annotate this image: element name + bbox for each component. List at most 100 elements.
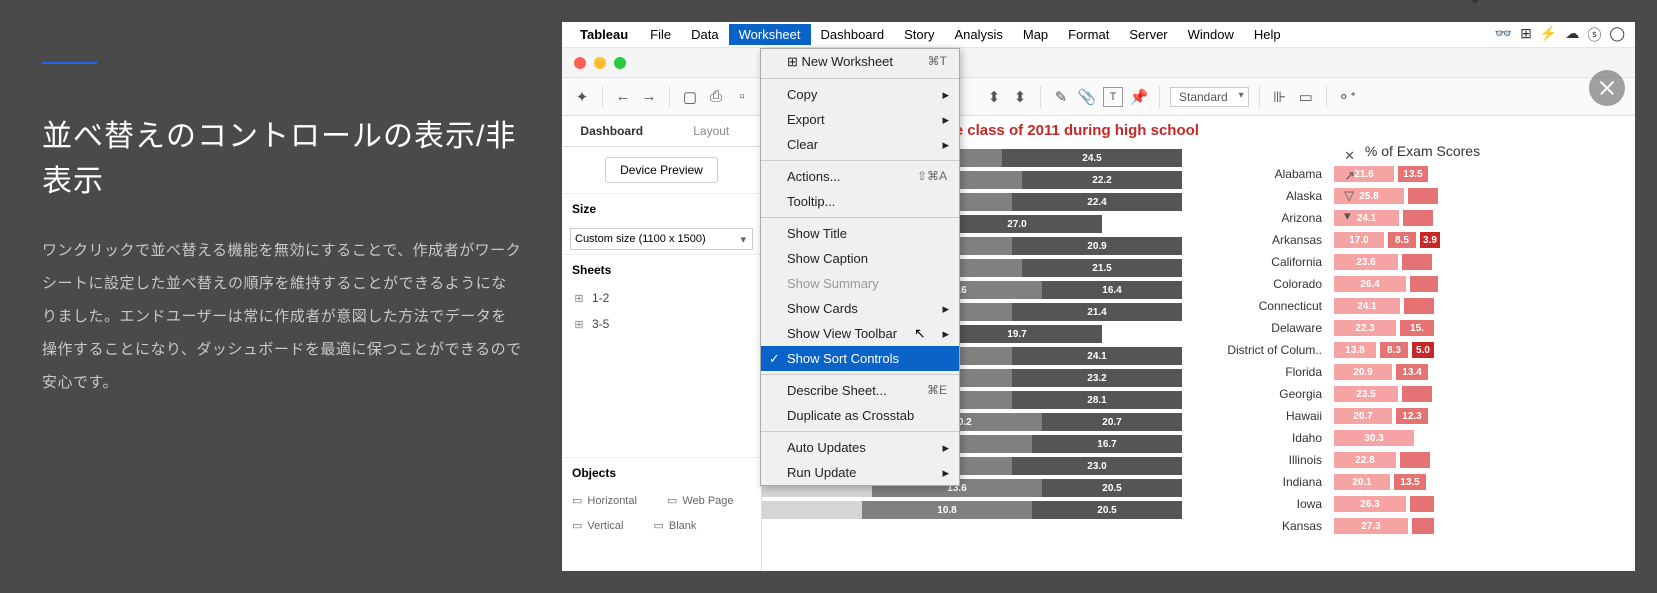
- highlight-icon[interactable]: ✎: [1051, 87, 1071, 107]
- status-icon[interactable]: 👓: [1495, 25, 1512, 45]
- new-icon[interactable]: ▫: [732, 87, 752, 107]
- attach-icon[interactable]: 📎: [1077, 87, 1097, 107]
- sort-desc-icon[interactable]: ⬍: [1010, 87, 1030, 107]
- status-icon[interactable]: ☁: [1565, 25, 1579, 45]
- menu-item-show-cards[interactable]: Show Cards: [761, 296, 959, 321]
- more-icon[interactable]: ▾: [1344, 208, 1355, 224]
- object-vertical[interactable]: ▭Vertical: [572, 519, 623, 532]
- size-selector[interactable]: Custom size (1100 x 1500): [570, 228, 753, 250]
- tab-dashboard[interactable]: Dashboard: [562, 116, 662, 146]
- goto-sheet-icon[interactable]: ↗: [1344, 168, 1355, 184]
- close-button[interactable]: [1589, 70, 1625, 106]
- filter-icon[interactable]: ▽: [1344, 188, 1355, 204]
- score-row: Illinois22.8: [1210, 449, 1635, 471]
- status-icon[interactable]: ⓢ: [1587, 25, 1601, 45]
- cursor-icon: ↖: [914, 325, 926, 342]
- menu-data[interactable]: Data: [681, 24, 728, 45]
- window-titlebar: [562, 48, 1635, 78]
- close-window-icon[interactable]: [574, 57, 586, 69]
- score-row: Colorado26.4: [1210, 273, 1635, 295]
- menubar-status-icons: 👓 ⊞ ⚡ ☁ ⓢ ◯: [1495, 25, 1625, 45]
- score-row: Hawaii20.712.3: [1210, 405, 1635, 427]
- feature-title: 並べ替えのコントロールの表示/非表示: [42, 114, 522, 204]
- tab-layout[interactable]: Layout: [662, 116, 762, 146]
- save-icon[interactable]: ▢: [680, 87, 700, 107]
- menu-item-run-update[interactable]: Run Update: [761, 460, 959, 485]
- data-icon[interactable]: ⎙: [706, 87, 726, 107]
- text-icon[interactable]: T: [1103, 87, 1123, 107]
- menu-item-describe-sheet-[interactable]: Describe Sheet...⌘E: [761, 378, 959, 403]
- fit-dropdown[interactable]: Standard: [1170, 87, 1249, 107]
- score-row: Delaware22.315.: [1210, 317, 1635, 339]
- score-row: Alabama21.613.5: [1210, 163, 1635, 185]
- menu-item-actions-[interactable]: Actions...⇧⌘A: [761, 164, 959, 189]
- menu-item-show-summary: Show Summary: [761, 271, 959, 296]
- menu-analysis[interactable]: Analysis: [944, 24, 1012, 45]
- score-row: Iowa26.3: [1210, 493, 1635, 515]
- view-toolbar-icons: ✕ ↗ ▽ ▾: [1344, 148, 1355, 224]
- menu-item-show-sort-controls[interactable]: Show Sort Controls: [761, 346, 959, 371]
- forward-icon[interactable]: →: [639, 87, 659, 107]
- score-row: Arkansas17.08.53.9: [1210, 229, 1635, 251]
- menu-file[interactable]: File: [640, 24, 681, 45]
- score-row: Connecticut24.1: [1210, 295, 1635, 317]
- score-row: Florida20.913.4: [1210, 361, 1635, 383]
- sheets-section-label: Sheets: [562, 254, 761, 285]
- menu-item-show-title[interactable]: Show Title: [761, 221, 959, 246]
- maximize-window-icon[interactable]: [614, 57, 626, 69]
- menu-item-auto-updates[interactable]: Auto Updates: [761, 435, 959, 460]
- bar-row: 10.820.5: [762, 499, 1202, 521]
- app-screenshot: Tableau FileDataWorksheetDashboardStoryA…: [562, 22, 1635, 571]
- toolbar: ✦ ← → ▢ ⎙ ▫ ⬍ ⬍ ✎ 📎 T 📌 Standard ⊪ ▭ ⚬ᐩ: [562, 78, 1635, 116]
- device-preview-button[interactable]: Device Preview: [605, 157, 718, 183]
- menu-dashboard[interactable]: Dashboard: [811, 24, 895, 45]
- dashboard-sidebar: Dashboard Layout Device Preview Size Cus…: [562, 116, 762, 571]
- status-icon[interactable]: ⊞: [1520, 25, 1532, 45]
- score-row: Indiana20.113.5: [1210, 471, 1635, 493]
- menu-item-clear[interactable]: Clear: [761, 132, 959, 157]
- menu-item-new-worksheet[interactable]: ⊞ New Worksheet⌘T: [761, 49, 959, 75]
- app-name[interactable]: Tableau: [580, 27, 628, 42]
- worksheet-menu-dropdown: ⊞ New Worksheet⌘T CopyExportClear Actions.…: [760, 48, 960, 486]
- menu-item-export[interactable]: Export: [761, 107, 959, 132]
- sheet-item[interactable]: ⊞3-5: [562, 311, 761, 337]
- menu-item-duplicate-as-crosstab[interactable]: Duplicate as Crosstab: [761, 403, 959, 428]
- show-me-icon[interactable]: ⊪: [1270, 87, 1290, 107]
- score-row: Georgia23.5: [1210, 383, 1635, 405]
- close-view-icon[interactable]: ✕: [1344, 148, 1355, 164]
- menu-item-show-caption[interactable]: Show Caption: [761, 246, 959, 271]
- status-icon[interactable]: ⚡: [1540, 25, 1557, 45]
- score-row: California23.6: [1210, 251, 1635, 273]
- sheet-item[interactable]: ⊞1-2: [562, 285, 761, 311]
- score-header: % of Exam Scores: [1210, 143, 1635, 163]
- score-chart-area: % of Exam Scores Alabama21.613.5Alaska25…: [1202, 143, 1635, 571]
- object-blank[interactable]: ▭Blank: [653, 519, 696, 532]
- menu-format[interactable]: Format: [1058, 24, 1119, 45]
- share-icon[interactable]: ⚬ᐩ: [1337, 87, 1357, 107]
- menu-map[interactable]: Map: [1013, 24, 1058, 45]
- menu-help[interactable]: Help: [1244, 24, 1291, 45]
- menu-item-show-view-toolbar[interactable]: Show View Toolbar: [761, 321, 959, 346]
- menu-server[interactable]: Server: [1119, 24, 1177, 45]
- back-icon[interactable]: ←: [613, 87, 633, 107]
- tableau-logo-icon[interactable]: ✦: [572, 87, 592, 107]
- feature-description: ワンクリックで並べ替える機能を無効にすることで、作成者がワークシートに設定した並…: [42, 234, 522, 399]
- objects-section-label: Objects: [562, 457, 761, 488]
- object-horizontal[interactable]: ▭Horizontal: [572, 494, 637, 507]
- object-web-page[interactable]: ▭Web Page: [667, 494, 734, 507]
- minimize-window-icon[interactable]: [594, 57, 606, 69]
- menu-item-tooltip-[interactable]: Tooltip...: [761, 189, 959, 214]
- score-row: Kansas27.3: [1210, 515, 1635, 537]
- menu-item-copy[interactable]: Copy: [761, 82, 959, 107]
- menu-story[interactable]: Story: [894, 24, 944, 45]
- status-icon[interactable]: ◯: [1609, 25, 1625, 45]
- sort-asc-icon[interactable]: ⬍: [984, 87, 1004, 107]
- menu-worksheet[interactable]: Worksheet: [729, 24, 811, 45]
- pin-icon[interactable]: 📌: [1129, 87, 1149, 107]
- menu-window[interactable]: Window: [1178, 24, 1244, 45]
- presentation-icon[interactable]: ▭: [1296, 87, 1316, 107]
- description-panel: 並べ替えのコントロールの表示/非表示 ワンクリックで並べ替える機能を無効にするこ…: [22, 22, 552, 571]
- size-section-label: Size: [562, 193, 761, 224]
- tooltip-pointer: [1463, 0, 1487, 4]
- score-row: Arizona24.1: [1210, 207, 1635, 229]
